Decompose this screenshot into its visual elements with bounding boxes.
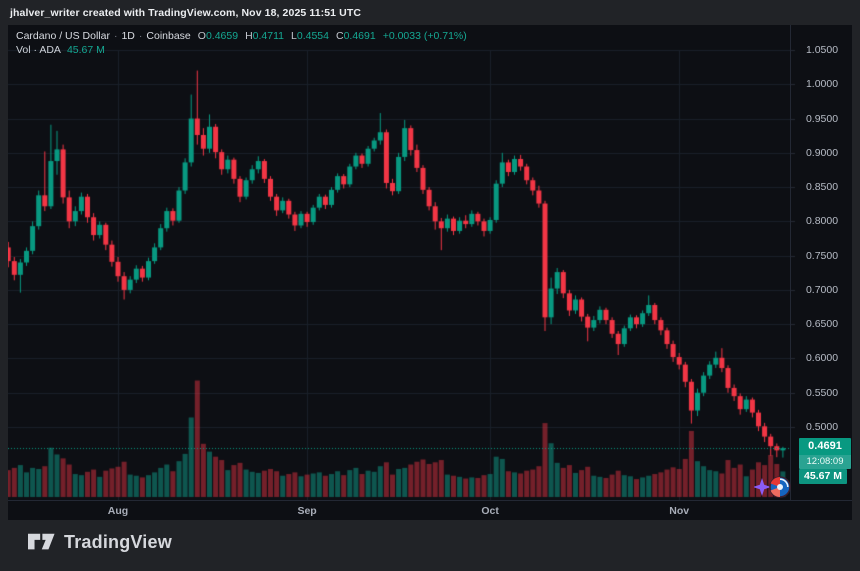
last-price-badge: 0.4691 12:08:09 (799, 438, 851, 470)
price-axis-label: 0.5000 (805, 421, 839, 433)
price-axis-label: 0.9000 (805, 146, 839, 159)
volume-study-label: Vol · ADA (16, 44, 61, 56)
price-chart-canvas[interactable] (8, 25, 852, 500)
high-label: H (245, 30, 253, 42)
volume-row: Vol · ADA 45.67 M (16, 43, 467, 57)
exchange-label: Coinbase (146, 30, 191, 42)
volume-badge: 45.67 M (799, 469, 847, 485)
change-value: +0.0033 (+0.71%) (382, 30, 467, 42)
time-axis-label-oct: Oct (481, 505, 499, 517)
time-axis-label-nov: Nov (669, 505, 690, 517)
last-price-value: 0.4691 (799, 438, 851, 456)
separator: · (138, 30, 143, 42)
low-label: L (291, 30, 297, 42)
sticker-icon[interactable] (754, 474, 796, 500)
chart-legend: Cardano / US Dollar · 1D · Coinbase O0.4659 H0… (16, 29, 467, 57)
chart-widget: Cardano / US Dollar · 1D · Coinbase O0.4659 H0… (8, 25, 852, 520)
price-axis-label: 0.6000 (805, 352, 839, 365)
price-axis-label: 0.7500 (805, 249, 839, 262)
interval-label: 1D (121, 30, 135, 42)
attribution-text: jhalver_writer created with TradingView.… (10, 6, 362, 19)
price-axis[interactable]: 0.4691 12:08:09 45.67 M 1.0500 1.0000 0.95… (790, 25, 852, 500)
close-label: C (335, 30, 344, 42)
symbol-row: Cardano / US Dollar · 1D · Coinbase O0.4659 H0… (16, 29, 467, 43)
attribution-bar: jhalver_writer created with TradingView.… (0, 0, 860, 25)
tradingview-logo-icon (28, 533, 55, 550)
open-label: O (197, 30, 206, 42)
time-axis-label-sep: Sep (297, 505, 317, 517)
price-axis-label: 0.9500 (805, 112, 839, 125)
bar-countdown: 12:08:09 (799, 455, 851, 470)
price-axis-label: 0.7000 (805, 283, 839, 296)
high-value: 0.4711 (252, 30, 285, 42)
price-axis-label: 1.0500 (805, 44, 839, 56)
tradingview-logo-text: TradingView (64, 531, 172, 552)
price-axis-label: 0.6500 (805, 318, 839, 331)
tradingview-logo[interactable]: TradingView (28, 531, 172, 553)
close-value: 0.4691 (343, 30, 376, 42)
low-value: 0.4554 (296, 30, 329, 42)
price-axis-label: 0.8000 (805, 215, 839, 228)
symbol-title: Cardano / US Dollar (16, 30, 110, 42)
price-axis-label: 0.8500 (805, 181, 839, 194)
time-axis[interactable]: Aug Sep Oct Nov (8, 500, 852, 520)
time-axis-label-aug: Aug (107, 505, 129, 517)
volume-study-value: 45.67 M (66, 44, 105, 56)
separator: · (113, 30, 118, 42)
price-axis-label: 1.0000 (805, 78, 839, 91)
price-axis-label: 0.5500 (805, 386, 839, 399)
open-value: 0.4659 (205, 30, 239, 42)
